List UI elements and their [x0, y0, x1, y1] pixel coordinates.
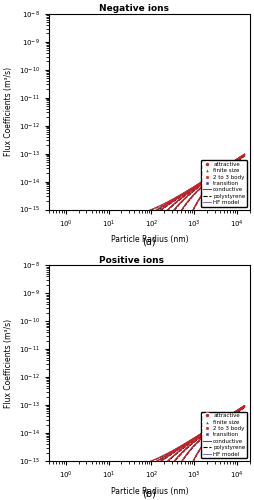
Legend: attractive, finite size, 2 to 3 body, transition, conductive, polystyrene, HF mo: attractive, finite size, 2 to 3 body, tr… — [201, 160, 247, 207]
X-axis label: Particle Radius (nm): Particle Radius (nm) — [110, 236, 188, 244]
Y-axis label: Flux Coefficients (m³/s): Flux Coefficients (m³/s) — [4, 318, 13, 408]
Text: Negative ions: Negative ions — [99, 4, 169, 13]
Legend: attractive, finite size, 2 to 3 body, transition, conductive, polystyrene, HF mo: attractive, finite size, 2 to 3 body, tr… — [201, 412, 247, 458]
Y-axis label: Flux Coefficients (m³/s): Flux Coefficients (m³/s) — [4, 67, 13, 156]
Text: (b): (b) — [142, 488, 156, 498]
Text: (a): (a) — [142, 237, 156, 247]
Text: Positive ions: Positive ions — [99, 256, 164, 264]
X-axis label: Particle Radius (nm): Particle Radius (nm) — [110, 487, 188, 496]
